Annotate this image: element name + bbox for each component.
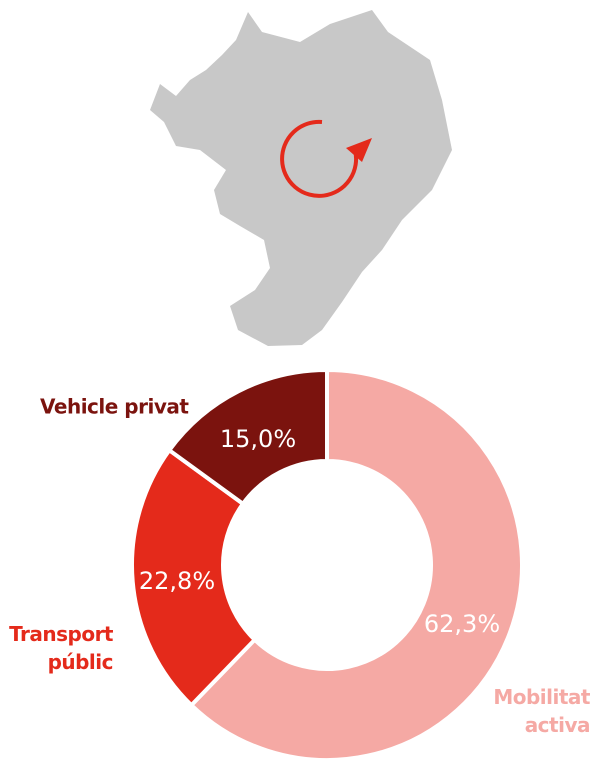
map-shape — [150, 10, 452, 346]
value-label: 15,0% — [220, 425, 296, 453]
category-label: Mobilitat activa — [493, 685, 591, 737]
label-line: Transport — [9, 622, 114, 646]
donut-segment — [188, 367, 524, 762]
donut-segment — [130, 447, 258, 708]
cycle-arrow — [280, 119, 359, 198]
label-line: públic — [48, 650, 113, 674]
value-label: 22,8% — [139, 567, 215, 595]
donut-segment — [166, 367, 329, 507]
category-label: Transport públic — [9, 622, 114, 674]
label-line: activa — [525, 713, 590, 737]
category-label: Vehicle privat — [40, 395, 189, 419]
city-map — [150, 10, 452, 346]
label-line: Mobilitat — [493, 685, 591, 709]
arrow-head — [346, 138, 372, 162]
value-label: 62,3% — [424, 610, 500, 638]
donut-chart: 62,3% Mobilitat activa 22,8% Transport públic… — [9, 367, 591, 762]
